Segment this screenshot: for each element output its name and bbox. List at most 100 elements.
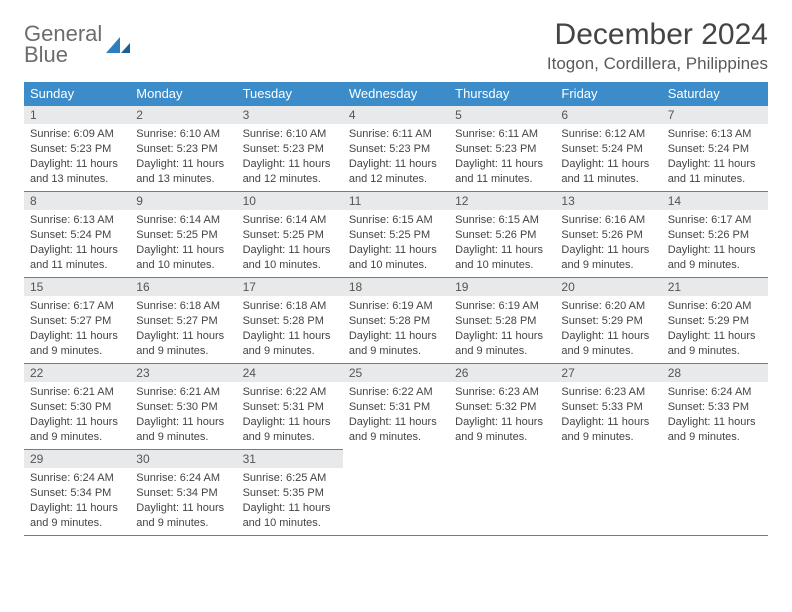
day-line-d2: and 9 minutes. bbox=[668, 344, 762, 359]
day-line-sr: Sunrise: 6:17 AM bbox=[30, 299, 124, 314]
day-line-d2: and 11 minutes. bbox=[455, 172, 549, 187]
day-number: 6 bbox=[555, 106, 661, 124]
day-line-d1: Daylight: 11 hours bbox=[30, 329, 124, 344]
calendar-table: Sunday Monday Tuesday Wednesday Thursday… bbox=[24, 82, 768, 536]
day-number: 29 bbox=[24, 450, 130, 468]
day-body: Sunrise: 6:19 AMSunset: 5:28 PMDaylight:… bbox=[343, 296, 449, 362]
day-line-ss: Sunset: 5:25 PM bbox=[349, 228, 443, 243]
day-line-d1: Daylight: 11 hours bbox=[30, 243, 124, 258]
day-line-ss: Sunset: 5:23 PM bbox=[30, 142, 124, 157]
day-line-ss: Sunset: 5:25 PM bbox=[136, 228, 230, 243]
day-line-ss: Sunset: 5:30 PM bbox=[136, 400, 230, 415]
day-line-ss: Sunset: 5:29 PM bbox=[561, 314, 655, 329]
day-number: 7 bbox=[662, 106, 768, 124]
day-line-ss: Sunset: 5:28 PM bbox=[455, 314, 549, 329]
day-body: Sunrise: 6:18 AMSunset: 5:28 PMDaylight:… bbox=[237, 296, 343, 362]
day-cell bbox=[555, 450, 661, 536]
day-line-d2: and 13 minutes. bbox=[30, 172, 124, 187]
day-cell bbox=[343, 450, 449, 536]
day-body: Sunrise: 6:09 AMSunset: 5:23 PMDaylight:… bbox=[24, 124, 130, 190]
day-line-d2: and 11 minutes. bbox=[668, 172, 762, 187]
day-body: Sunrise: 6:13 AMSunset: 5:24 PMDaylight:… bbox=[662, 124, 768, 190]
day-cell: 15Sunrise: 6:17 AMSunset: 5:27 PMDayligh… bbox=[24, 278, 130, 364]
day-header: Sunday bbox=[24, 82, 130, 106]
day-number: 25 bbox=[343, 364, 449, 382]
day-cell bbox=[449, 450, 555, 536]
day-line-d2: and 9 minutes. bbox=[561, 258, 655, 273]
day-line-ss: Sunset: 5:26 PM bbox=[668, 228, 762, 243]
day-cell: 22Sunrise: 6:21 AMSunset: 5:30 PMDayligh… bbox=[24, 364, 130, 450]
day-number: 19 bbox=[449, 278, 555, 296]
day-line-d1: Daylight: 11 hours bbox=[561, 415, 655, 430]
day-line-sr: Sunrise: 6:18 AM bbox=[136, 299, 230, 314]
day-number: 4 bbox=[343, 106, 449, 124]
day-line-ss: Sunset: 5:31 PM bbox=[349, 400, 443, 415]
day-cell: 8Sunrise: 6:13 AMSunset: 5:24 PMDaylight… bbox=[24, 192, 130, 278]
day-line-sr: Sunrise: 6:14 AM bbox=[136, 213, 230, 228]
day-number: 18 bbox=[343, 278, 449, 296]
location-text: Itogon, Cordillera, Philippines bbox=[547, 54, 768, 74]
day-cell: 4Sunrise: 6:11 AMSunset: 5:23 PMDaylight… bbox=[343, 106, 449, 192]
day-line-ss: Sunset: 5:28 PM bbox=[349, 314, 443, 329]
day-cell: 6Sunrise: 6:12 AMSunset: 5:24 PMDaylight… bbox=[555, 106, 661, 192]
day-line-d2: and 9 minutes. bbox=[30, 516, 124, 531]
day-body: Sunrise: 6:22 AMSunset: 5:31 PMDaylight:… bbox=[343, 382, 449, 448]
brand-sail-icon bbox=[106, 37, 130, 53]
day-cell: 18Sunrise: 6:19 AMSunset: 5:28 PMDayligh… bbox=[343, 278, 449, 364]
day-number: 3 bbox=[237, 106, 343, 124]
day-body: Sunrise: 6:16 AMSunset: 5:26 PMDaylight:… bbox=[555, 210, 661, 276]
day-number: 13 bbox=[555, 192, 661, 210]
day-line-d2: and 9 minutes. bbox=[349, 344, 443, 359]
brand-logo: General Blue bbox=[24, 24, 130, 66]
day-line-d1: Daylight: 11 hours bbox=[561, 157, 655, 172]
day-body: Sunrise: 6:20 AMSunset: 5:29 PMDaylight:… bbox=[555, 296, 661, 362]
day-line-d1: Daylight: 11 hours bbox=[136, 157, 230, 172]
day-line-sr: Sunrise: 6:22 AM bbox=[243, 385, 337, 400]
day-number: 14 bbox=[662, 192, 768, 210]
day-line-ss: Sunset: 5:26 PM bbox=[455, 228, 549, 243]
day-line-d1: Daylight: 11 hours bbox=[455, 415, 549, 430]
week-row: 15Sunrise: 6:17 AMSunset: 5:27 PMDayligh… bbox=[24, 278, 768, 364]
day-body: Sunrise: 6:19 AMSunset: 5:28 PMDaylight:… bbox=[449, 296, 555, 362]
day-number: 8 bbox=[24, 192, 130, 210]
day-number: 9 bbox=[130, 192, 236, 210]
day-line-sr: Sunrise: 6:19 AM bbox=[455, 299, 549, 314]
day-number: 30 bbox=[130, 450, 236, 468]
day-body: Sunrise: 6:18 AMSunset: 5:27 PMDaylight:… bbox=[130, 296, 236, 362]
day-number: 1 bbox=[24, 106, 130, 124]
brand-text-2: Blue bbox=[24, 45, 102, 66]
day-number: 26 bbox=[449, 364, 555, 382]
day-body: Sunrise: 6:15 AMSunset: 5:26 PMDaylight:… bbox=[449, 210, 555, 276]
day-line-d1: Daylight: 11 hours bbox=[136, 329, 230, 344]
day-line-d2: and 9 minutes. bbox=[243, 344, 337, 359]
day-header: Thursday bbox=[449, 82, 555, 106]
day-cell: 27Sunrise: 6:23 AMSunset: 5:33 PMDayligh… bbox=[555, 364, 661, 450]
day-line-sr: Sunrise: 6:24 AM bbox=[136, 471, 230, 486]
day-line-sr: Sunrise: 6:18 AM bbox=[243, 299, 337, 314]
day-line-ss: Sunset: 5:26 PM bbox=[561, 228, 655, 243]
day-body: Sunrise: 6:22 AMSunset: 5:31 PMDaylight:… bbox=[237, 382, 343, 448]
day-line-d1: Daylight: 11 hours bbox=[668, 329, 762, 344]
day-cell: 23Sunrise: 6:21 AMSunset: 5:30 PMDayligh… bbox=[130, 364, 236, 450]
day-line-d2: and 9 minutes. bbox=[561, 430, 655, 445]
day-line-d2: and 11 minutes. bbox=[30, 258, 124, 273]
day-cell: 14Sunrise: 6:17 AMSunset: 5:26 PMDayligh… bbox=[662, 192, 768, 278]
day-line-d1: Daylight: 11 hours bbox=[455, 243, 549, 258]
day-line-d1: Daylight: 11 hours bbox=[668, 157, 762, 172]
day-number: 12 bbox=[449, 192, 555, 210]
day-cell: 20Sunrise: 6:20 AMSunset: 5:29 PMDayligh… bbox=[555, 278, 661, 364]
week-row: 29Sunrise: 6:24 AMSunset: 5:34 PMDayligh… bbox=[24, 450, 768, 536]
day-line-sr: Sunrise: 6:11 AM bbox=[455, 127, 549, 142]
day-body: Sunrise: 6:23 AMSunset: 5:32 PMDaylight:… bbox=[449, 382, 555, 448]
day-line-sr: Sunrise: 6:20 AM bbox=[561, 299, 655, 314]
day-body: Sunrise: 6:14 AMSunset: 5:25 PMDaylight:… bbox=[130, 210, 236, 276]
day-line-ss: Sunset: 5:33 PM bbox=[561, 400, 655, 415]
day-line-ss: Sunset: 5:24 PM bbox=[561, 142, 655, 157]
day-line-d2: and 9 minutes. bbox=[30, 430, 124, 445]
day-cell: 10Sunrise: 6:14 AMSunset: 5:25 PMDayligh… bbox=[237, 192, 343, 278]
day-header-row: Sunday Monday Tuesday Wednesday Thursday… bbox=[24, 82, 768, 106]
day-line-d1: Daylight: 11 hours bbox=[561, 329, 655, 344]
day-line-d2: and 9 minutes. bbox=[561, 344, 655, 359]
day-line-d1: Daylight: 11 hours bbox=[561, 243, 655, 258]
day-line-ss: Sunset: 5:23 PM bbox=[243, 142, 337, 157]
